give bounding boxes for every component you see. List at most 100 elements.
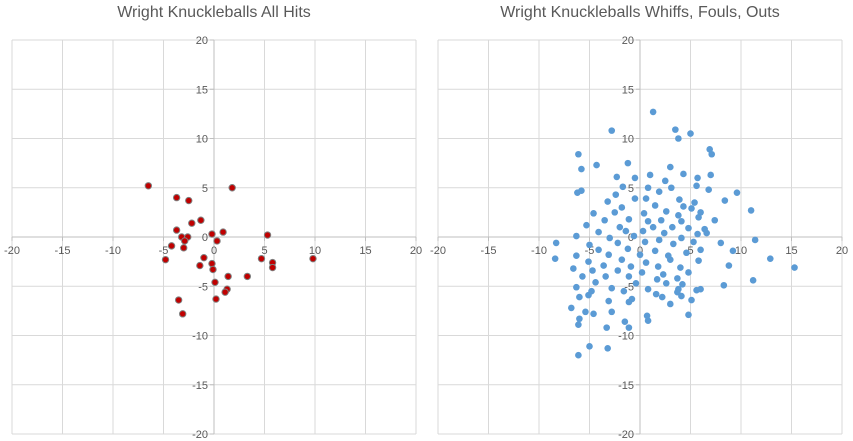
- data-point: [576, 293, 583, 301]
- data-point: [627, 263, 635, 270]
- data-point: [766, 255, 774, 262]
- x-tick-label: 20: [410, 245, 422, 257]
- data-point: [622, 227, 630, 235]
- y-tick-label: -15: [192, 380, 208, 392]
- data-point: [585, 291, 592, 299]
- data-point: [644, 285, 652, 293]
- data-point: [575, 351, 582, 359]
- data-point: [595, 228, 602, 236]
- data-point: [582, 308, 589, 316]
- data-point: [209, 265, 217, 274]
- data-point: [659, 271, 667, 278]
- data-point: [601, 216, 608, 224]
- data-point: [575, 150, 582, 158]
- data-point: [688, 205, 695, 212]
- y-tick-label: 0: [202, 232, 208, 244]
- data-point: [268, 263, 277, 272]
- data-point: [685, 269, 692, 276]
- data-point: [257, 254, 266, 263]
- data-point: [680, 170, 687, 178]
- data-point: [654, 263, 662, 270]
- data-point: [687, 130, 694, 137]
- data-point: [643, 312, 651, 320]
- data-point: [653, 276, 661, 283]
- data-point: [578, 165, 585, 173]
- data-point: [613, 173, 621, 181]
- data-point: [624, 159, 632, 167]
- data-point: [677, 264, 684, 271]
- data-point: [579, 273, 586, 280]
- y-tick-label: 5: [202, 183, 208, 195]
- data-point: [200, 253, 208, 262]
- data-point: [660, 229, 668, 237]
- data-point: [632, 279, 640, 287]
- data-point: [651, 247, 659, 255]
- x-tick-label: 20: [836, 245, 848, 257]
- data-point: [685, 224, 692, 232]
- data-point: [552, 239, 560, 247]
- data-point: [625, 215, 633, 223]
- data-point: [675, 212, 682, 219]
- scatter-chart-all-hits: -20 -15 -10 -5 0 5 10 15 20 -20 -15 -10 -5 0 5 10 15 20: [4, 35, 422, 441]
- data-point: [228, 184, 236, 192]
- data-point: [644, 217, 652, 225]
- data-point: [590, 310, 597, 318]
- data-point: [576, 315, 583, 323]
- data-point: [749, 277, 757, 284]
- y-tick-label: 0: [628, 232, 634, 244]
- data-point: [667, 256, 674, 263]
- data-point: [172, 226, 181, 234]
- data-point: [640, 210, 648, 217]
- data-point: [791, 264, 798, 271]
- data-point: [703, 229, 710, 237]
- data-point: [691, 199, 698, 206]
- x-tick-label: -15: [481, 245, 497, 257]
- data-point: [605, 251, 612, 259]
- data-point: [573, 252, 580, 260]
- data-point: [185, 196, 193, 205]
- data-point: [213, 237, 221, 245]
- data-point: [662, 208, 670, 215]
- data-point: [611, 209, 619, 216]
- data-point: [167, 242, 176, 250]
- chart-title-right: Wright Knuckleballs Whiffs, Fouls, Outs: [500, 4, 780, 21]
- data-point: [604, 345, 611, 352]
- y-tick-label: -5: [624, 281, 634, 293]
- y-tick-label: -10: [618, 331, 634, 343]
- x-tick-label: 15: [359, 245, 371, 257]
- x-tick-label: -15: [55, 245, 71, 257]
- data-point: [589, 267, 596, 274]
- chart-title-left: Wright Knuckleballs All Hits: [117, 4, 311, 21]
- data-point: [575, 321, 582, 328]
- data-point: [708, 150, 716, 158]
- data-point: [697, 246, 704, 254]
- data-point: [619, 183, 627, 191]
- data-point: [180, 244, 188, 252]
- x-tick-label: -20: [430, 245, 446, 257]
- data-point: [721, 197, 729, 204]
- data-point: [212, 295, 220, 303]
- data-point: [196, 261, 204, 270]
- data-point: [602, 273, 609, 280]
- data-point: [221, 288, 229, 296]
- y-tick-label: -20: [192, 429, 208, 441]
- data-point: [652, 290, 660, 298]
- data-point: [667, 163, 674, 171]
- data-point: [711, 216, 719, 224]
- data-point: [586, 241, 593, 249]
- data-point: [600, 262, 607, 269]
- data-point: [178, 310, 187, 318]
- data-point: [697, 285, 704, 293]
- data-point: [725, 262, 733, 269]
- data-point: [676, 196, 683, 203]
- data-point: [670, 240, 677, 248]
- y-tick-label: 20: [622, 35, 634, 47]
- data-point: [309, 254, 317, 263]
- data-point: [674, 275, 681, 282]
- data-point: [586, 343, 593, 350]
- data-point: [707, 171, 714, 179]
- data-point: [608, 127, 616, 134]
- data-point: [672, 126, 679, 133]
- data-point: [208, 230, 216, 238]
